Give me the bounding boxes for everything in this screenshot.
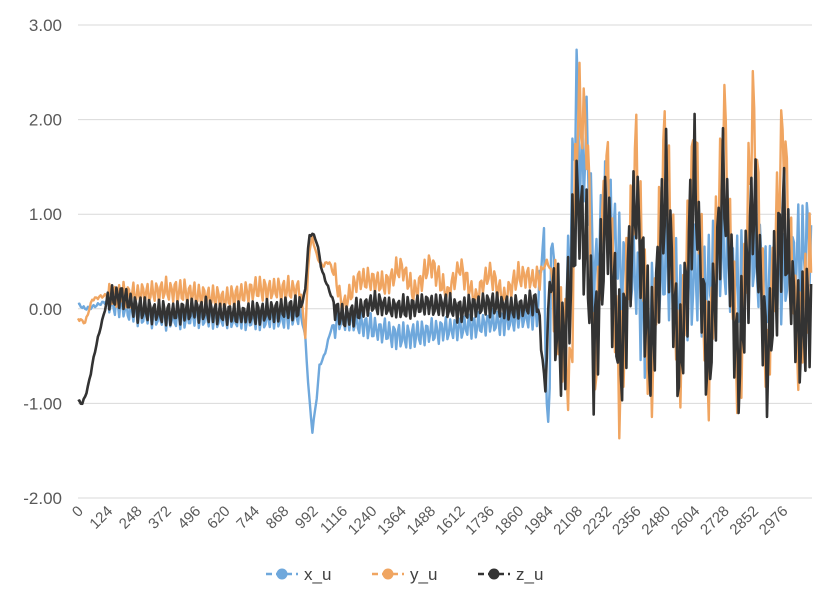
x-tick-label: 2604 <box>668 503 704 539</box>
x-tick-label: 2728 <box>697 503 733 539</box>
legend-item-x-u: x_u <box>266 565 331 584</box>
y-tick-label: 1.00 <box>29 205 62 224</box>
x-tick-label: 2108 <box>550 503 586 539</box>
series-line-z-u <box>77 112 813 419</box>
x-tick-label: 620 <box>204 503 234 533</box>
y-tick-label: 0.00 <box>29 300 62 319</box>
x-tick-label: 868 <box>263 503 293 533</box>
x-tick-label: 1488 <box>404 503 440 539</box>
series-lines <box>76 48 813 440</box>
x-tick-label: 1116 <box>317 503 351 537</box>
legend-label: y_u <box>410 565 437 584</box>
y-tick-label: -1.00 <box>23 394 62 413</box>
legend-label: x_u <box>304 565 331 584</box>
y-tick-label: 2.00 <box>29 111 62 130</box>
legend-marker <box>382 568 394 580</box>
y-tick-label: 3.00 <box>29 16 62 35</box>
legend-item-y-u: y_u <box>372 565 437 584</box>
x-tick-label: 124 <box>86 503 116 533</box>
x-tick-label: 496 <box>175 503 205 533</box>
x-tick-label: 1612 <box>433 503 469 539</box>
x-tick-label: 2232 <box>580 503 616 539</box>
x-tick-label: 2480 <box>638 503 674 539</box>
y-tick-label: -2.00 <box>23 489 62 508</box>
x-tick-label: 1860 <box>492 503 528 539</box>
x-tick-label: 1984 <box>521 503 557 539</box>
x-axis-ticks: 0 124 248 372 496 620 744 868 992111612401364148… <box>69 503 792 539</box>
x-tick-label: 1364 <box>374 503 410 539</box>
legend-marker <box>276 568 288 580</box>
x-tick-label: 1736 <box>462 503 498 539</box>
x-tick-label: 372 <box>145 503 175 533</box>
x-tick-label: 992 <box>292 503 322 533</box>
legend-item-z-u: z_u <box>478 565 543 584</box>
x-tick-label: 248 <box>116 503 146 533</box>
legend: x_u y_u z_u <box>266 565 543 584</box>
legend-label: z_u <box>516 565 543 584</box>
x-tick-label: 2976 <box>756 503 792 539</box>
legend-marker <box>488 568 500 580</box>
x-tick-label: 2852 <box>726 503 762 539</box>
x-tick-label: 0 <box>69 503 87 521</box>
x-tick-label: 1240 <box>345 503 381 539</box>
x-tick-label: 2356 <box>609 503 645 539</box>
x-tick-label: 744 <box>233 503 263 533</box>
y-axis-ticks: 3.00 2.00 1.00 0.00 -1.00 -2.00 <box>23 16 62 508</box>
